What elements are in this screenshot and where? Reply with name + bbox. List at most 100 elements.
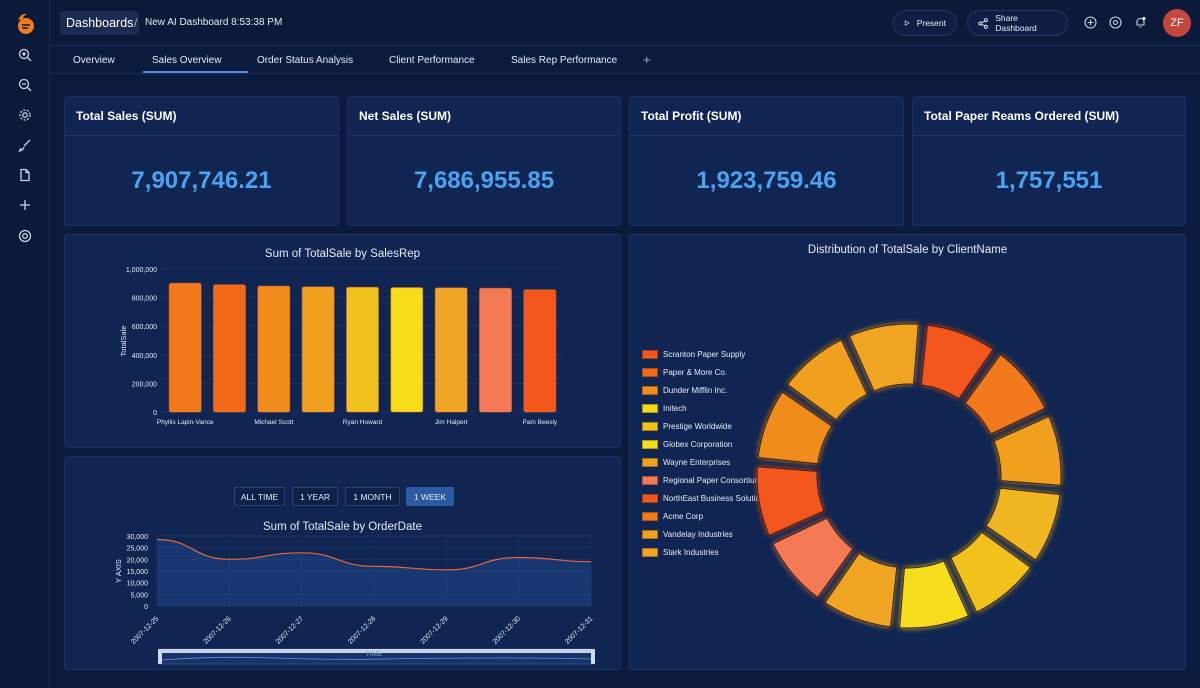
kpi-card-total-paper-reams: Total Paper Reams Ordered (SUM) 1,757,55…	[912, 96, 1186, 226]
line-x-tick-label: 2007-12-31	[564, 615, 594, 645]
legend-item[interactable]: Prestige Worldwide	[642, 421, 732, 431]
kpi-card-total-profit: Total Profit (SUM) 1,923,759.46	[629, 96, 904, 226]
legend-item[interactable]: Wayne Enterprises	[642, 457, 730, 467]
kpi-value: 1,923,759.46	[696, 167, 837, 194]
bar-chart: 0 200,000 400,000 600,000 800,000 1,000,000 To…	[119, 267, 562, 426]
line-y-tick-label: 0	[144, 604, 148, 611]
bar-x-tick-label: Ryan Howard	[343, 419, 383, 426]
donut-slice	[964, 354, 1046, 435]
divider	[913, 135, 1185, 136]
help-lifebuoy-icon[interactable]	[15, 226, 35, 246]
range-1-year-button[interactable]: 1 YEAR	[292, 487, 338, 506]
line-series	[156, 538, 592, 571]
legend-item[interactable]: Regional Paper Consortium	[642, 475, 761, 485]
navigator-series	[161, 656, 592, 661]
legend-item[interactable]: Scranton Paper Supply	[642, 349, 745, 359]
line-y-tick-label: 30,000	[127, 534, 149, 541]
app-logo-icon[interactable]	[12, 10, 38, 36]
add-tab-button[interactable]: +	[643, 52, 651, 67]
legend-swatch	[642, 367, 658, 377]
zoom-out-icon[interactable]	[15, 75, 35, 95]
legend-item[interactable]: Paper & More Co.	[642, 367, 727, 377]
sidebar	[0, 0, 50, 688]
legend-item[interactable]: Globex Corporation	[642, 439, 732, 449]
donut-slice	[993, 416, 1062, 486]
bar-y-axis-label: TotalSale	[119, 326, 128, 357]
add-icon[interactable]	[15, 195, 35, 215]
line-chart-title: Sum of TotalSale by OrderDate	[263, 521, 422, 533]
donut-slice	[985, 487, 1061, 561]
bar	[213, 284, 246, 413]
breadcrumb-separator: /	[134, 16, 138, 30]
legend-item[interactable]: NorthEast Business Solutions	[642, 493, 768, 503]
legend-label: Paper & More Co.	[663, 367, 728, 377]
tab-order-status-analysis[interactable]: Order Status Analysis	[257, 55, 354, 66]
line-x-tick-label: 2007-12-25	[130, 615, 160, 645]
navigator-label: TIME	[366, 651, 383, 658]
legend-swatch	[642, 529, 658, 539]
range-1-month-button[interactable]: 1 MONTH	[345, 487, 400, 506]
legend-item[interactable]: Initech	[642, 403, 687, 413]
donut-slice	[899, 560, 969, 629]
bar-y-tick-label: 200,000	[132, 381, 157, 388]
bar	[479, 287, 512, 413]
bar-x-tick-label: Phyllis Lapin-Vance	[157, 419, 214, 426]
share-dashboard-button[interactable]: Share Dashboard	[967, 10, 1068, 36]
bar-x-tick-label: Pam Beesly	[522, 419, 557, 426]
legend-label: Dunder Mifflin Inc.	[663, 385, 728, 395]
bar-y-tick-label: 800,000	[132, 296, 157, 303]
legend-item[interactable]: Vandelay Industries	[642, 529, 733, 539]
legend-item[interactable]: Stark Industries	[642, 547, 719, 557]
document-icon[interactable]	[15, 165, 35, 185]
line-x-tick-label: 2007-12-27	[275, 615, 305, 645]
range-1-week-button[interactable]: 1 WEEK	[406, 487, 454, 506]
share-label: Share Dashboard	[995, 13, 1037, 33]
divider	[630, 135, 903, 136]
legend-item[interactable]: Acme Corp	[642, 511, 703, 521]
active-tab-indicator	[143, 71, 248, 73]
kpi-value: 7,907,746.21	[131, 167, 272, 194]
settings-gear-icon[interactable]	[15, 105, 35, 125]
legend-swatch	[642, 421, 658, 431]
add-widget-icon[interactable]	[1082, 14, 1098, 30]
divider	[348, 135, 620, 136]
legend-swatch	[642, 511, 658, 521]
bar	[301, 286, 335, 413]
navigator-scrollbar	[160, 649, 593, 653]
donut-slice	[787, 339, 868, 421]
dashboards-breadcrumb[interactable]: Dashboards	[60, 11, 140, 35]
kpi-card-net-sales: Net Sales (SUM) 7,686,955.85	[347, 96, 621, 226]
legend-label: Stark Industries	[663, 547, 719, 557]
tab-client-performance[interactable]: Client Performance	[389, 55, 475, 66]
legend-swatch	[642, 349, 658, 359]
legend-swatch	[642, 439, 658, 449]
brush-icon[interactable]	[15, 135, 35, 155]
donut-slice	[756, 466, 825, 536]
theme-icon[interactable]	[1107, 14, 1123, 30]
share-icon	[978, 17, 988, 29]
play-icon	[904, 20, 910, 26]
donut-slice	[772, 517, 854, 598]
tab-sales-overview[interactable]: Sales Overview	[152, 55, 222, 66]
line-x-tick-label: 2007-12-28	[347, 615, 377, 645]
line-y-tick-label: 15,000	[127, 569, 149, 576]
present-button[interactable]: Present	[893, 10, 957, 36]
kpi-value: 7,686,955.85	[413, 167, 555, 194]
notification-bell-icon[interactable]	[1132, 14, 1148, 30]
legend-item[interactable]: Dunder Mifflin Inc.	[642, 385, 727, 395]
bar-x-tick-label: Michael Scott	[254, 419, 293, 426]
bar-x-tick-label: Jim Halpert	[435, 419, 468, 426]
legend-label: Wayne Enterprises	[663, 457, 731, 467]
tab-sales-rep-performance[interactable]: Sales Rep Performance	[511, 55, 618, 66]
donut-slice	[757, 391, 833, 465]
range-all-time-button[interactable]: ALL TIME	[234, 487, 285, 506]
user-avatar[interactable]: ZF	[1163, 9, 1191, 37]
bar	[168, 282, 202, 413]
zoom-in-icon[interactable]	[15, 45, 35, 65]
tab-overview[interactable]: Overview	[73, 55, 115, 66]
top-bar: Dashboards / New AI Dashboard 8:53:38 PM…	[50, 0, 1200, 46]
legend-swatch	[642, 403, 658, 413]
bar-chart-card: Sum of TotalSale by SalesRep 0 200,000 400…	[64, 234, 621, 448]
bar	[434, 287, 468, 413]
bar-y-tick-label: 1,000,000	[126, 267, 157, 274]
